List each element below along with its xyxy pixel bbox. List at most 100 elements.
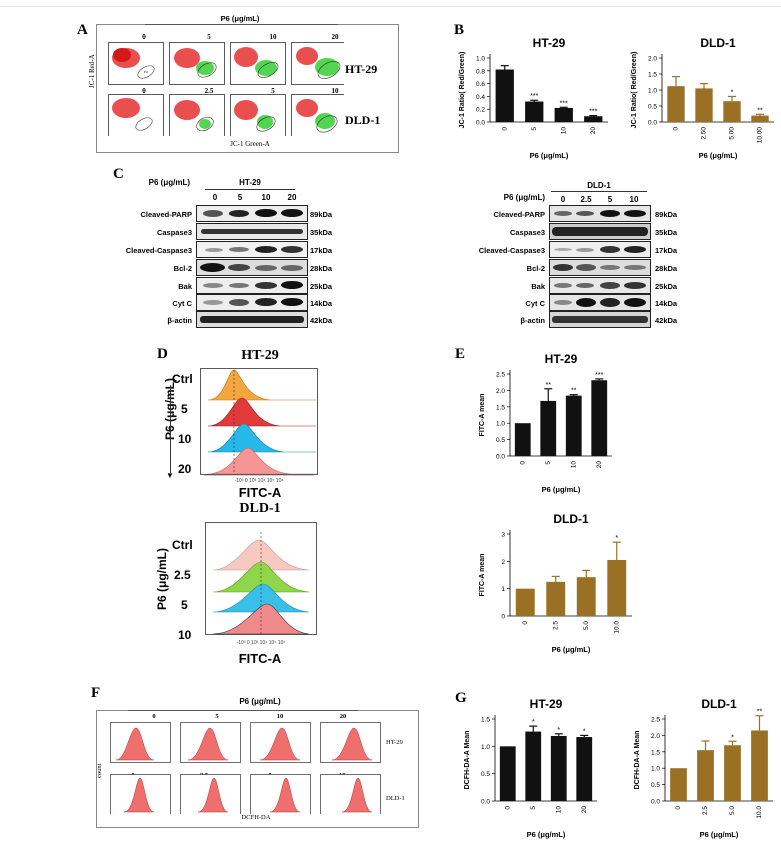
panel-f-dose-label: 0 bbox=[152, 713, 156, 720]
y-tick-label: 0.8 bbox=[476, 68, 485, 75]
y-tick-label: 0.5 bbox=[648, 104, 657, 111]
jc1-scatter-grid: P3 bbox=[108, 42, 344, 136]
blot-weight-label: 42kDa bbox=[655, 316, 678, 325]
y-tick-label: 2.5 bbox=[651, 717, 660, 724]
x-tick-label: 5.0 bbox=[583, 621, 590, 630]
panel-letter-c: C bbox=[113, 166, 124, 182]
panel-letter-f: F bbox=[91, 685, 101, 701]
jc1-red-axis-label: JC-1 Red-A bbox=[88, 54, 96, 88]
y-axis-label: DCFH-DA-A Mean bbox=[464, 731, 471, 790]
fitc-mean-ht29-chart: HT-29 0.0 0.5 1.0 1.5 2.0 2.5 0 ** 5 ** 10 *** 20 P6 (… bbox=[479, 352, 612, 494]
bar bbox=[670, 768, 687, 801]
bar bbox=[697, 750, 714, 801]
y-tick-label: 3 bbox=[501, 532, 505, 539]
jc1-scatter-plot bbox=[291, 94, 344, 136]
blot-weight-label: 25kDa bbox=[310, 282, 333, 291]
panel-f-cell-label: HT-29 bbox=[386, 739, 403, 746]
panel-a-dose-label: 0 bbox=[142, 33, 146, 41]
significance-marker: ** bbox=[546, 382, 552, 389]
blot-dose-label: P6 (μg/mL) bbox=[503, 193, 545, 202]
panel-letter-g: G bbox=[455, 690, 467, 706]
panel-letter-a: A bbox=[77, 22, 88, 38]
top-divider bbox=[0, 6, 781, 7]
x-tick-label: 5.0 bbox=[729, 806, 736, 815]
dcfh-histogram-grid bbox=[110, 722, 381, 814]
jc1-ratio-dld1-chart: DLD-1 0.0 0.5 1.0 1.5 2.0 0 2.50 * 5.00 ** 10.00 P6 … bbox=[631, 36, 774, 160]
y-tick-label: 1.5 bbox=[648, 72, 657, 79]
panel-a-cell-label: HT-29 bbox=[345, 62, 378, 76]
panel-letter-b: B bbox=[454, 22, 465, 38]
fitc-mean-dld1-chart: DLD-1 0 1 2 3 0 2.5 5.0 * 10.0 P6 (μg/mL) FITC-A me… bbox=[479, 512, 632, 654]
panel-a-dose-label: 10 bbox=[331, 87, 339, 95]
blot-dose: 10 bbox=[629, 195, 639, 204]
x-tick-label: 2.5 bbox=[702, 806, 709, 815]
x-tick-label: 20 bbox=[596, 461, 603, 469]
bar bbox=[550, 735, 567, 801]
significance-marker: * bbox=[731, 734, 734, 741]
blot-weight-label: 35kDa bbox=[655, 228, 678, 237]
blot-strip bbox=[196, 241, 308, 258]
chart-title: DLD-1 bbox=[700, 36, 736, 50]
y-axis-label: JC-1 Ratio( Red/Green) bbox=[631, 52, 638, 129]
blot-weight-label: 89kDa bbox=[310, 210, 333, 219]
bar bbox=[515, 588, 535, 616]
panel-f-dose-label: 20 bbox=[339, 713, 347, 720]
blot-strip bbox=[196, 277, 308, 294]
dose-arrow-line bbox=[170, 385, 171, 473]
y-tick-label: 0.0 bbox=[651, 799, 660, 806]
blot-header-line bbox=[205, 189, 295, 190]
blot-weight-label: 14kDa bbox=[310, 299, 333, 308]
x-tick-label: 10 bbox=[560, 127, 567, 135]
x-tick-label: 0 bbox=[519, 461, 526, 465]
significance-marker: * bbox=[557, 727, 560, 734]
dcfh-histogram bbox=[250, 722, 311, 763]
dose-arrow-head-icon: ▼ bbox=[166, 471, 174, 480]
blot-cell-label: HT-29 bbox=[239, 178, 261, 187]
blot-strip bbox=[549, 311, 651, 328]
bar bbox=[751, 115, 769, 122]
y-tick-label: 0.0 bbox=[648, 120, 657, 127]
blot-protein-label: Cleaved-PARP bbox=[493, 210, 545, 219]
panel-a-dose-label: 5 bbox=[207, 33, 211, 41]
dcfh-histogram bbox=[250, 774, 311, 814]
panel-a-dose-label: 0 bbox=[142, 87, 146, 95]
blot-strip bbox=[549, 294, 651, 311]
panel-a-header-line bbox=[145, 24, 338, 25]
bar bbox=[565, 395, 582, 456]
panel-d-xlabel: FITC-A bbox=[238, 485, 282, 500]
blot-protein-label: Bcl-2 bbox=[173, 264, 192, 273]
y-tick-label: 0.4 bbox=[476, 94, 485, 101]
bar bbox=[546, 581, 566, 616]
panel-f-xlabel: DCFH-DA bbox=[241, 814, 271, 821]
bar bbox=[525, 731, 542, 801]
blot-protein-label: Bak bbox=[531, 282, 545, 291]
y-tick-label: 1.0 bbox=[476, 56, 485, 63]
blot-cell-label: DLD-1 bbox=[587, 181, 611, 190]
x-tick-label: 5.00 bbox=[729, 127, 736, 140]
blot-weight-label: 28kDa bbox=[655, 264, 678, 273]
y-tick-label: 2.5 bbox=[496, 372, 505, 379]
chart-title: DLD-1 bbox=[701, 697, 737, 711]
fitc-histogram-dld1 bbox=[205, 522, 317, 635]
panel-a-dose-label: 5 bbox=[271, 87, 275, 95]
blot-weight-label: 89kDa bbox=[655, 210, 678, 219]
histogram-row-label: Ctrl bbox=[172, 538, 193, 552]
blot-strip bbox=[196, 259, 308, 276]
y-tick-label: 0.0 bbox=[496, 454, 505, 461]
y-tick-label: 0.0 bbox=[476, 120, 485, 127]
significance-marker: *** bbox=[560, 100, 568, 107]
panel-f-dose-label: 10 bbox=[276, 713, 284, 720]
blot-dose: 10 bbox=[261, 193, 271, 202]
bar bbox=[540, 400, 557, 456]
significance-marker: ** bbox=[571, 388, 577, 395]
y-tick-label: 0.0 bbox=[481, 799, 490, 806]
x-tick-label: 5 bbox=[530, 806, 537, 810]
blot-header-line bbox=[551, 191, 647, 192]
y-tick-label: 2.0 bbox=[496, 388, 505, 395]
x-tick-label: 5 bbox=[531, 127, 538, 131]
blot-dose-label: P6 (μg/mL) bbox=[148, 178, 190, 187]
x-tick-label: 10.00 bbox=[757, 127, 764, 144]
blot-weight-label: 25kDa bbox=[655, 282, 678, 291]
x-tick-label: 10.0 bbox=[613, 621, 620, 634]
panel-f-dose-label: 5 bbox=[215, 713, 219, 720]
